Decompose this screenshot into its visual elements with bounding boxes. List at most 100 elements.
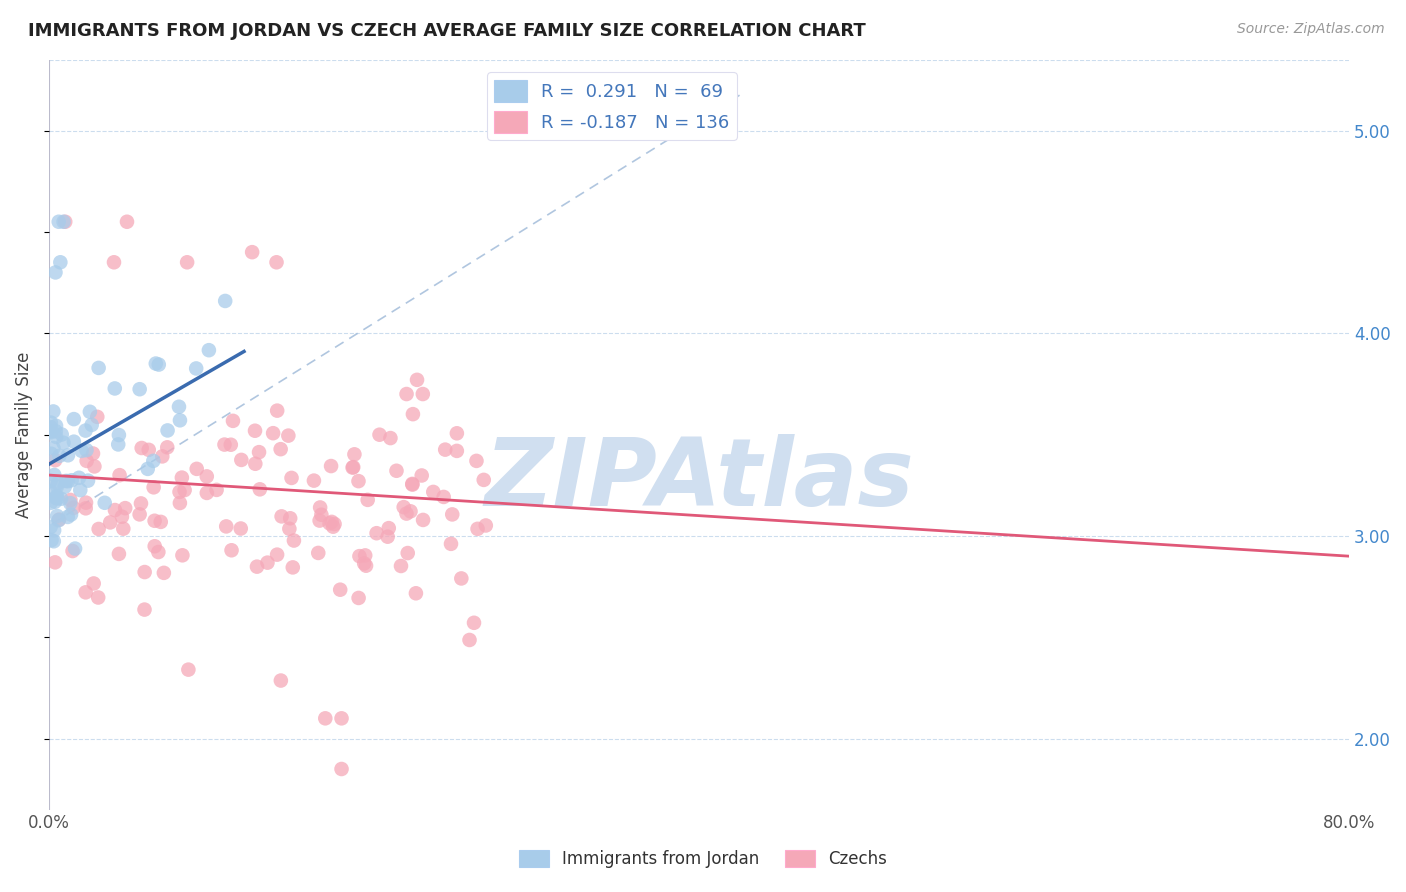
- Point: [131, 441, 153, 455]
- Point: [329, 582, 352, 597]
- Point: [472, 473, 495, 487]
- Point: [465, 454, 488, 468]
- Point: [156, 424, 179, 438]
- Point: [44, 265, 66, 279]
- Point: [330, 711, 353, 725]
- Point: [177, 663, 200, 677]
- Point: [39, 447, 62, 461]
- Point: [142, 454, 165, 468]
- Point: [128, 382, 150, 396]
- Point: [246, 559, 269, 574]
- Point: [76, 454, 98, 468]
- Point: [231, 453, 253, 467]
- Point: [39, 496, 62, 510]
- Point: [266, 548, 288, 562]
- Point: [353, 557, 375, 571]
- Point: [39, 416, 62, 430]
- Point: [433, 490, 456, 504]
- Point: [186, 361, 208, 376]
- Point: [63, 434, 86, 449]
- Point: [56, 448, 79, 462]
- Point: [62, 544, 84, 558]
- Point: [63, 412, 86, 426]
- Point: [55, 474, 77, 488]
- Point: [134, 602, 156, 616]
- Point: [45, 424, 67, 438]
- Point: [45, 489, 67, 503]
- Point: [368, 427, 391, 442]
- Point: [42, 534, 65, 549]
- Point: [347, 591, 370, 605]
- Point: [62, 500, 84, 515]
- Point: [87, 522, 110, 536]
- Point: [323, 516, 346, 531]
- Point: [44, 453, 66, 467]
- Point: [39, 484, 62, 499]
- Point: [281, 560, 304, 574]
- Point: [405, 586, 427, 600]
- Point: [349, 549, 371, 563]
- Point: [138, 442, 160, 457]
- Point: [59, 492, 82, 507]
- Point: [278, 511, 301, 525]
- Point: [80, 417, 103, 432]
- Text: IMMIGRANTS FROM JORDAN VS CZECH AVERAGE FAMILY SIZE CORRELATION CHART: IMMIGRANTS FROM JORDAN VS CZECH AVERAGE …: [28, 22, 866, 40]
- Point: [377, 530, 399, 544]
- Point: [357, 492, 380, 507]
- Point: [434, 442, 457, 457]
- Point: [440, 537, 463, 551]
- Point: [134, 565, 156, 579]
- Point: [422, 484, 444, 499]
- Point: [75, 495, 97, 509]
- Point: [46, 476, 69, 491]
- Point: [148, 358, 170, 372]
- Point: [104, 381, 127, 395]
- Point: [283, 533, 305, 548]
- Point: [108, 428, 131, 442]
- Point: [343, 447, 366, 461]
- Point: [380, 431, 402, 445]
- Point: [266, 403, 288, 417]
- Point: [173, 483, 195, 497]
- Point: [167, 400, 190, 414]
- Point: [143, 539, 166, 553]
- Point: [42, 404, 65, 418]
- Point: [83, 576, 105, 591]
- Point: [48, 513, 70, 527]
- Point: [51, 427, 73, 442]
- Point: [48, 512, 70, 526]
- Point: [215, 519, 238, 533]
- Point: [311, 508, 333, 522]
- Point: [401, 476, 423, 491]
- Point: [104, 503, 127, 517]
- Point: [475, 518, 498, 533]
- Point: [243, 424, 266, 438]
- Legend: R =  0.291   N =  69, R = -0.187   N = 136: R = 0.291 N = 69, R = -0.187 N = 136: [486, 72, 737, 140]
- Point: [321, 515, 343, 529]
- Point: [44, 494, 66, 508]
- Point: [270, 442, 292, 457]
- Point: [53, 215, 76, 229]
- Point: [366, 526, 388, 541]
- Point: [270, 673, 292, 688]
- Point: [262, 426, 284, 441]
- Point: [169, 496, 191, 510]
- Point: [41, 533, 63, 547]
- Point: [446, 443, 468, 458]
- Point: [266, 255, 288, 269]
- Point: [39, 474, 62, 488]
- Point: [108, 468, 131, 483]
- Point: [46, 491, 69, 506]
- Point: [169, 413, 191, 427]
- Point: [56, 510, 79, 524]
- Point: [39, 520, 62, 534]
- Point: [44, 467, 66, 482]
- Point: [82, 446, 104, 460]
- Point: [229, 522, 252, 536]
- Point: [314, 711, 336, 725]
- Point: [60, 473, 83, 487]
- Point: [247, 445, 270, 459]
- Point: [395, 507, 418, 521]
- Point: [142, 480, 165, 494]
- Point: [63, 541, 86, 556]
